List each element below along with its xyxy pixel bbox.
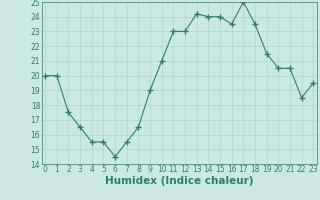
X-axis label: Humidex (Indice chaleur): Humidex (Indice chaleur) [105,176,253,186]
